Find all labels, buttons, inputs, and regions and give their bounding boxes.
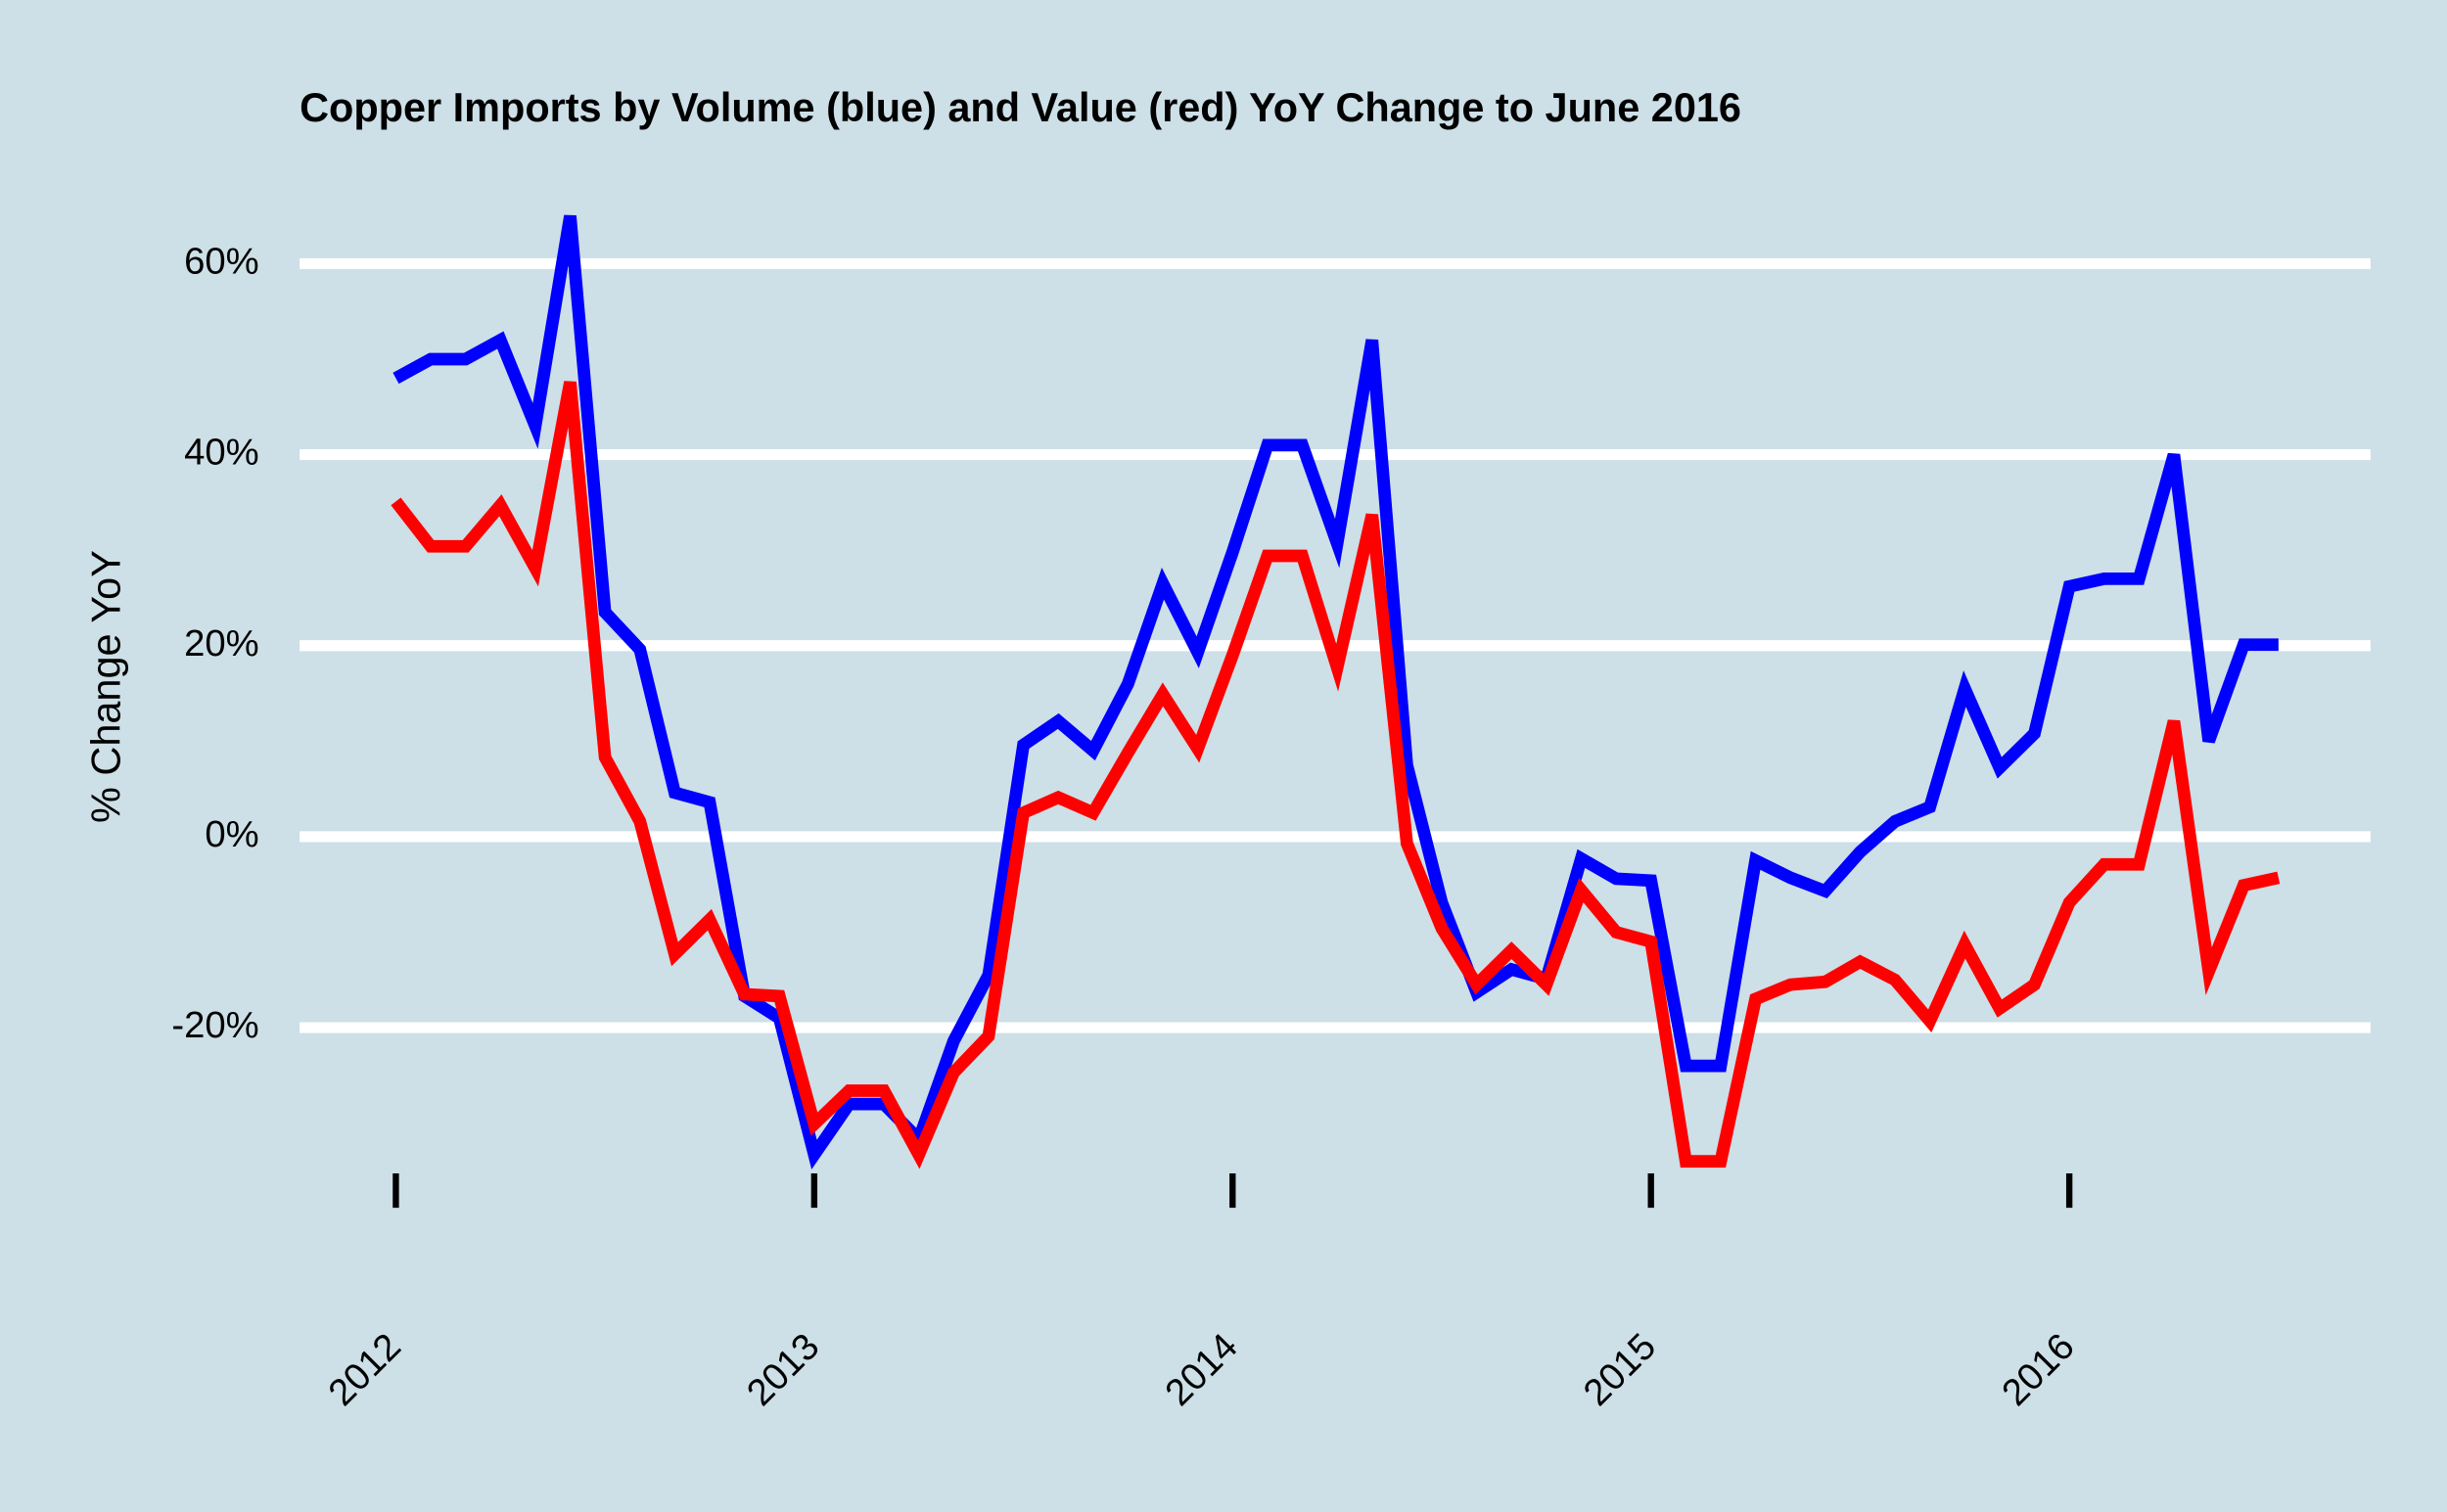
chart-title: Copper Imports by Volume (blue) and Valu…: [300, 84, 1741, 130]
series-line: [392, 214, 2279, 1170]
y-tick-label: 40%: [184, 432, 259, 474]
y-tick-label: 0%: [205, 813, 258, 855]
y-tick-label: 60%: [184, 241, 259, 283]
y-tick-label: -20%: [171, 1004, 258, 1046]
y-tick-label: 20%: [184, 622, 259, 664]
series-line: [391, 381, 2281, 1169]
y-axis-label: % Change YoY: [83, 550, 129, 823]
